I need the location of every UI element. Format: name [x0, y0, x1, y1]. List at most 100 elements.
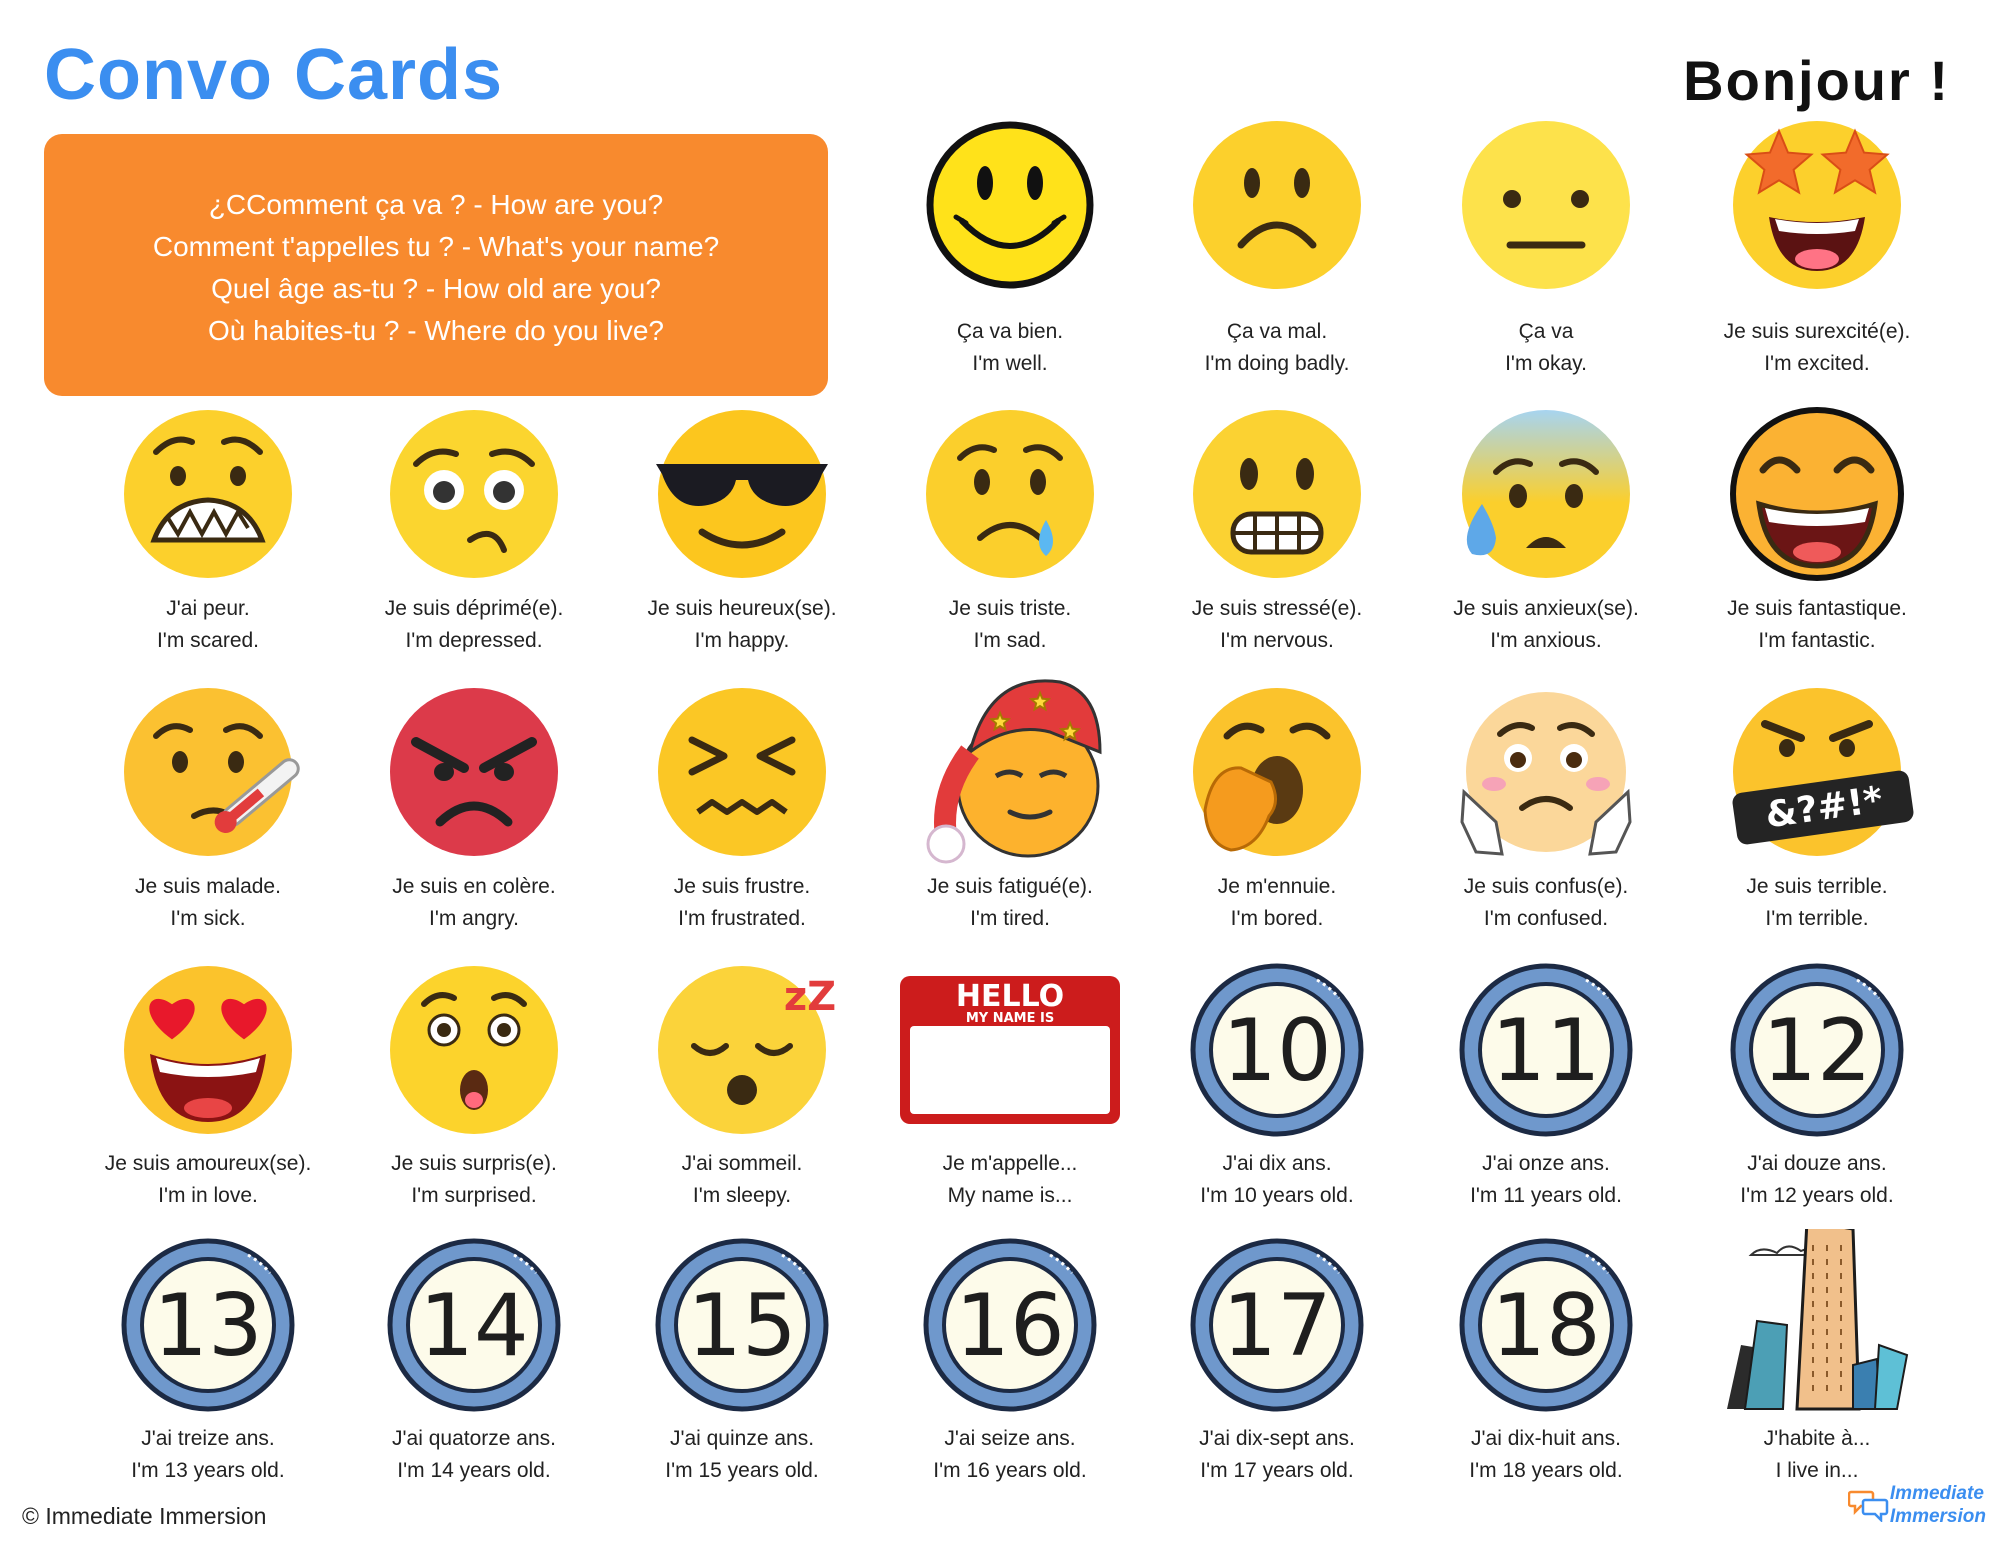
card-french-text: Je suis frustre. — [673, 875, 811, 898]
question-line: ¿CComment ça va ? - How are you? — [208, 189, 664, 220]
number-17-icon: 17 — [1190, 1238, 1364, 1412]
depressed-face-icon — [390, 410, 558, 578]
card-french-text: Je suis déprimé(e). — [384, 597, 564, 620]
age-number: 15 — [687, 1276, 796, 1376]
card-french-text: Ça va — [1518, 320, 1574, 343]
card-french-text: J'ai onze ans. — [1482, 1152, 1610, 1175]
card-french-text: J'ai peur. — [166, 597, 250, 620]
card-french-text: Je suis terrible. — [1746, 875, 1888, 898]
card-french-text: J'ai douze ans. — [1747, 1152, 1887, 1175]
age-number: 17 — [1222, 1276, 1331, 1376]
card-english-text: I'm 10 years old. — [1200, 1184, 1354, 1207]
convo-card: 16 J'ai seize ans. I'm 16 years old. — [890, 1229, 1130, 1487]
card-french-text: J'ai seize ans. — [944, 1427, 1076, 1450]
age-number: 14 — [419, 1276, 528, 1376]
greeting-heading: Bonjour ! — [1683, 49, 1950, 112]
number-13-icon: 13 — [121, 1238, 295, 1412]
surprised-face-icon — [390, 966, 558, 1134]
anxious-sweat-face-icon — [1462, 410, 1630, 578]
card-french-text: Je suis surpris(e). — [391, 1152, 557, 1175]
card-french-text: Je m'appelle... — [942, 1152, 1078, 1175]
card-english-text: I'm depressed. — [405, 629, 543, 652]
card-french-text: Je suis surexcité(e). — [1723, 320, 1911, 343]
card-english-text: I'm sleepy. — [692, 1184, 792, 1207]
name-tag-icon: HELLO MY NAME IS — [900, 976, 1120, 1124]
age-number: 10 — [1222, 1001, 1331, 1101]
frowning-face-icon — [1193, 121, 1361, 289]
convo-card: J'ai peur. I'm scared. — [88, 398, 328, 657]
number-18-icon: 18 — [1459, 1238, 1633, 1412]
logo-text: Immersion — [1889, 1506, 1986, 1527]
question-line: Où habites-tu ? - Where do you live? — [207, 315, 664, 346]
convo-card: Je suis fantastique. I'm fantastic. — [1697, 398, 1937, 657]
card-french-text: Je suis confus(e). — [1463, 875, 1629, 898]
card-french-text: Ça va bien. — [956, 320, 1064, 343]
question-line: Quel âge as-tu ? - How old are you? — [211, 273, 661, 304]
card-english-text: I'm 17 years old. — [1200, 1459, 1354, 1482]
card-english-text: I'm doing badly. — [1204, 352, 1350, 375]
convo-card: Je suis frustre. I'm frustrated. — [622, 676, 862, 935]
card-english-text: I'm 14 years old. — [397, 1459, 551, 1482]
star-eyes-face-icon — [1733, 121, 1901, 289]
card-english-text: I'm frustrated. — [678, 907, 806, 930]
card-french-text: J'ai quatorze ans. — [392, 1427, 556, 1450]
thermometer-face-icon — [124, 688, 300, 856]
card-french-text: J'ai dix-sept ans. — [1199, 1427, 1355, 1450]
card-english-text: I'm 16 years old. — [933, 1459, 1087, 1482]
card-english-text: I'm anxious. — [1490, 629, 1602, 652]
convo-card: 11 J'ai onze ans. I'm 11 years old. — [1426, 954, 1666, 1212]
convo-card: Je suis déprimé(e). I'm depressed. — [354, 398, 594, 657]
card-english-text: My name is... — [947, 1184, 1073, 1207]
convo-card: Je suis surpris(e). I'm surprised. — [354, 954, 594, 1212]
convo-card: Je m'ennuie. I'm bored. — [1157, 676, 1397, 935]
number-12-icon: 12 — [1730, 963, 1904, 1137]
age-number: 12 — [1762, 1001, 1871, 1101]
card-english-text: I'm tired. — [970, 907, 1050, 930]
confused-hands-face-icon — [1460, 692, 1632, 856]
sleeping-face-icon: zZ — [658, 966, 836, 1134]
convo-card: Ça va bien. I'm well. — [890, 109, 1130, 380]
convo-card: Je suis stressé(e). I'm nervous. — [1157, 398, 1397, 657]
convo-card: 14 J'ai quatorze ans. I'm 14 years old. — [354, 1229, 594, 1487]
age-number: 11 — [1491, 1001, 1600, 1101]
card-french-text: Je suis stressé(e). — [1191, 597, 1363, 620]
card-french-text: Ça va mal. — [1226, 320, 1328, 343]
card-english-text: I'm 11 years old. — [1470, 1184, 1622, 1207]
convo-card: zZ J'ai sommeil. I'm sleepy. — [622, 954, 862, 1212]
card-french-text: Je suis triste. — [948, 597, 1072, 620]
convo-card: 10 J'ai dix ans. I'm 10 years old. — [1157, 954, 1397, 1212]
convo-card: Je suis confus(e). I'm confused. — [1426, 676, 1666, 935]
card-english-text: I'm confused. — [1483, 907, 1609, 930]
card-english-text: I'm angry. — [429, 907, 519, 930]
smiley-face-icon — [926, 121, 1094, 289]
convo-card: 12 J'ai douze ans. I'm 12 years old. — [1697, 954, 1937, 1212]
card-french-text: Je suis anxieux(se). — [1453, 597, 1639, 620]
heart-eyes-face-icon — [124, 966, 292, 1134]
card-english-text: I'm well. — [972, 352, 1048, 375]
card-french-text: J'ai sommeil. — [681, 1152, 803, 1175]
cursing-face-icon: &?#!* — [1732, 688, 1914, 856]
neutral-face-icon — [1462, 121, 1630, 289]
card-french-text: J'ai dix ans. — [1222, 1152, 1332, 1175]
card-french-text: Je suis en colère. — [392, 875, 556, 898]
brand-logo: Immediate Immersion — [1847, 1482, 1986, 1528]
question-line: Comment t'appelles tu ? - What's your na… — [152, 231, 720, 262]
number-11-icon: 11 — [1459, 963, 1633, 1137]
card-english-text: I'm scared. — [156, 629, 260, 652]
logo-text: Immediate — [1889, 1483, 1984, 1504]
card-english-text: I'm happy. — [694, 629, 790, 652]
number-10-icon: 10 — [1190, 963, 1364, 1137]
page-title: Convo Cards — [44, 35, 504, 115]
card-english-text: I'm nervous. — [1220, 629, 1334, 652]
convo-card: &?#!* Je suis terrible. I'm terrible. — [1697, 676, 1937, 935]
card-french-text: Je suis heureux(se). — [647, 597, 837, 620]
number-15-icon: 15 — [655, 1238, 829, 1412]
convo-card: J'habite à... I live in... — [1697, 1229, 1937, 1487]
speech-bubbles-icon — [1847, 1490, 1889, 1522]
angry-face-icon — [390, 688, 558, 856]
convo-card: 18 J'ai dix-huit ans. I'm 18 years old. — [1426, 1229, 1666, 1487]
card-english-text: I'm excited. — [1764, 352, 1870, 375]
convo-card: Ça va I'm okay. — [1426, 109, 1666, 380]
laughing-face-icon — [1730, 407, 1904, 581]
age-number: 18 — [1491, 1276, 1600, 1376]
